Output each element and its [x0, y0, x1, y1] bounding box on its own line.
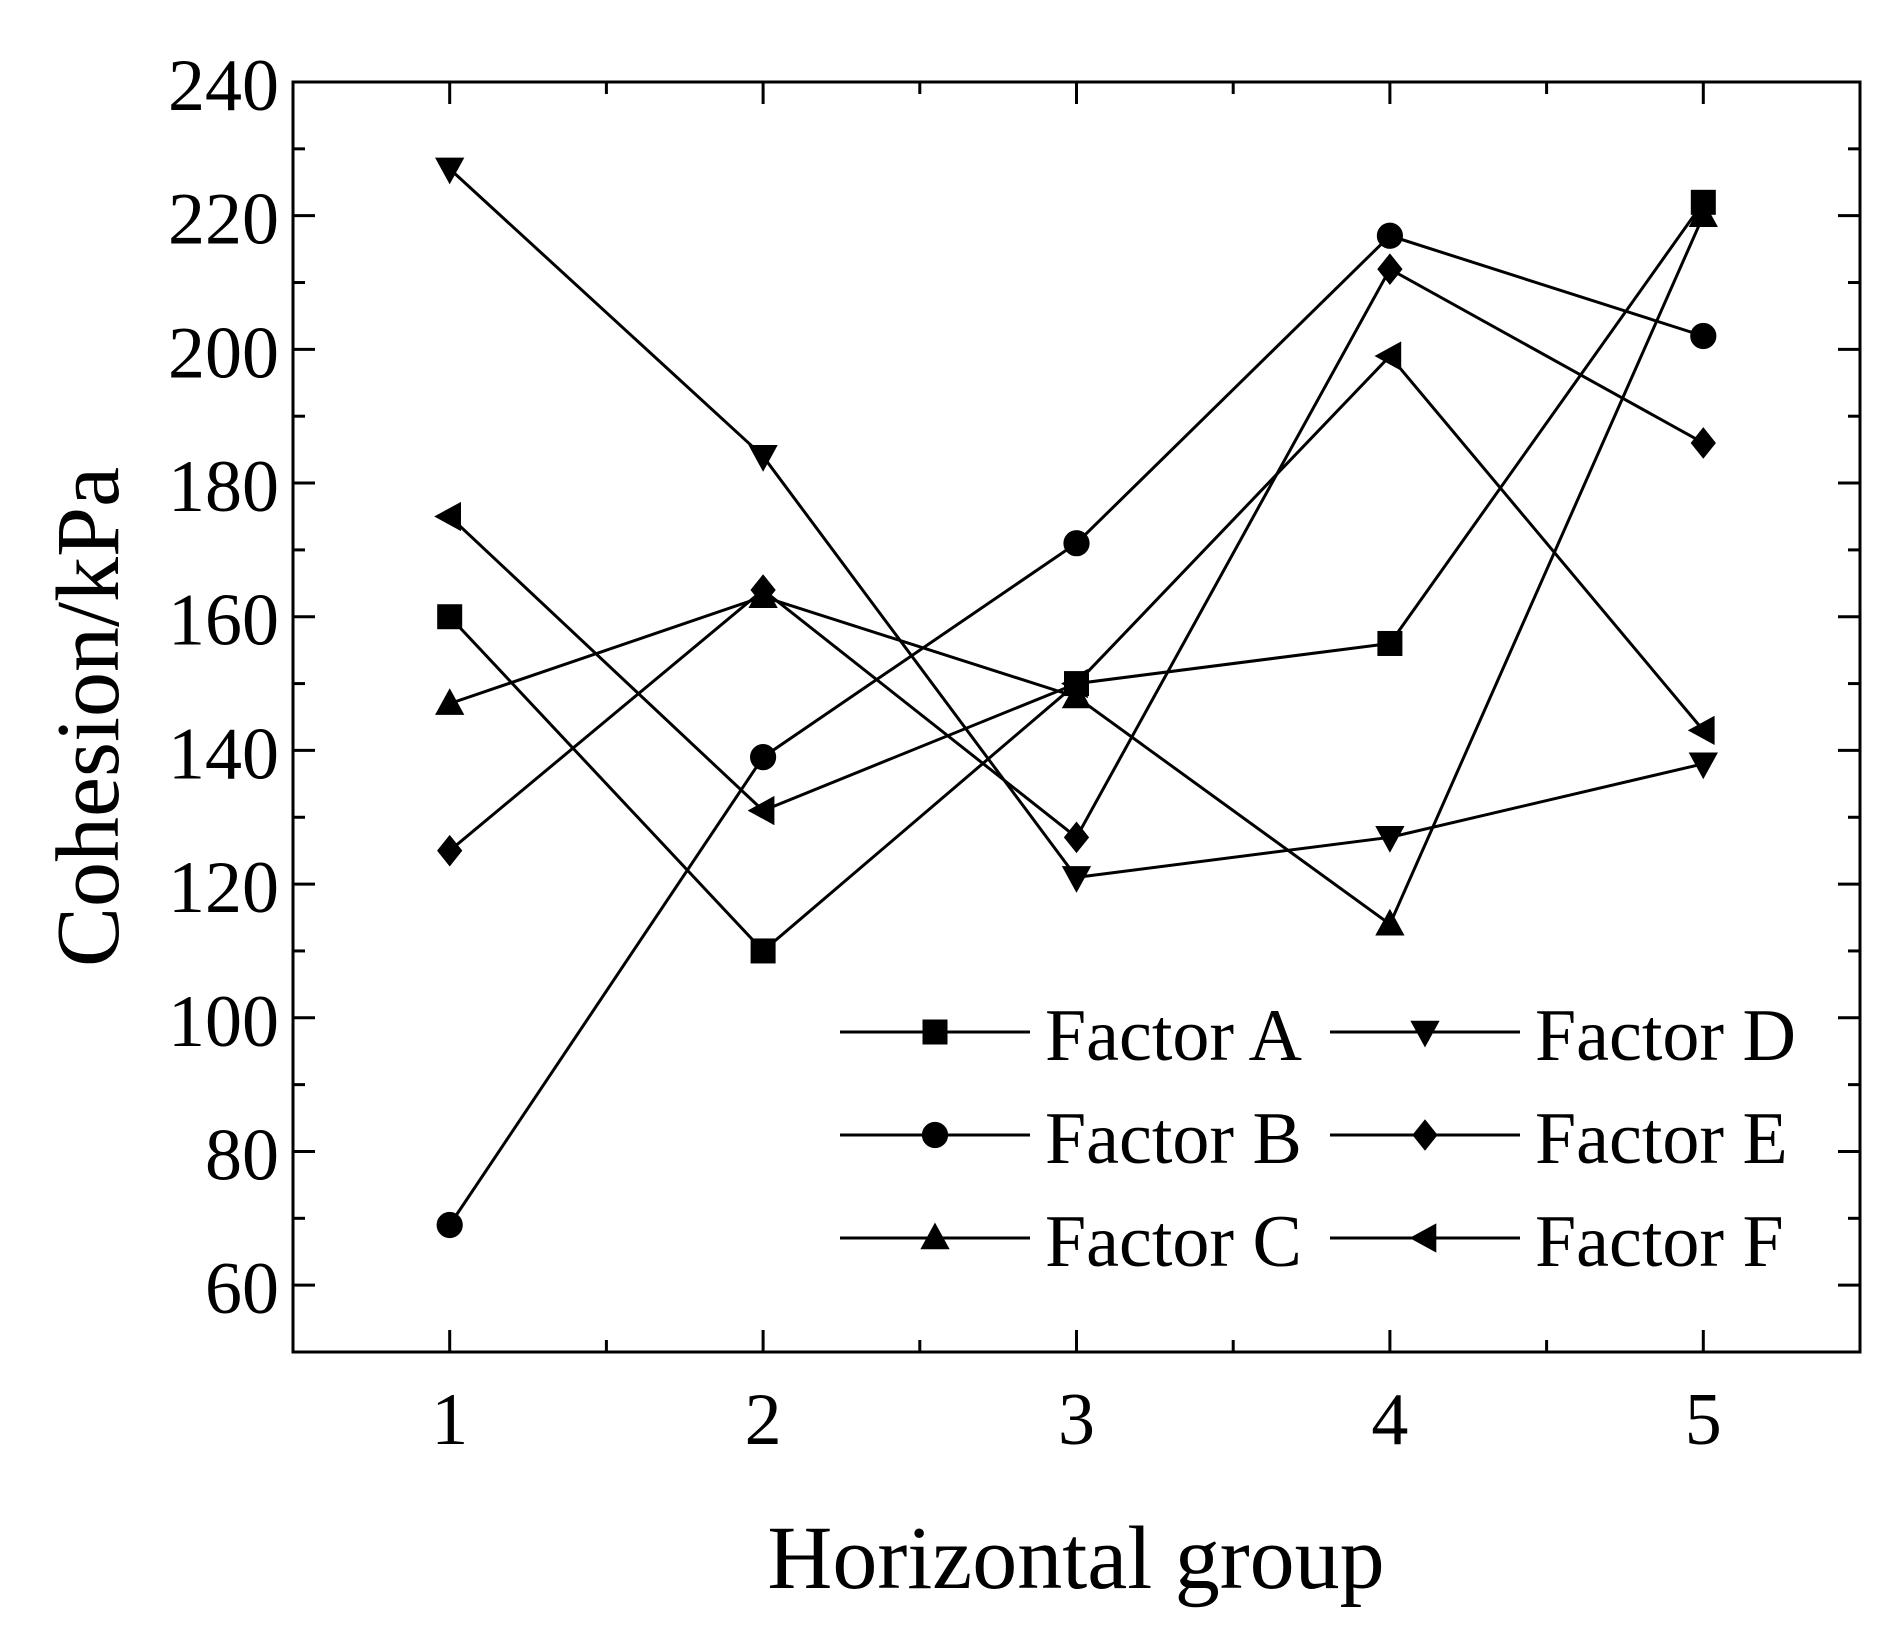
x-axis-label: Horizontal group	[767, 1509, 1384, 1608]
x-tick-label: 3	[1058, 1379, 1095, 1461]
legend-marker-factor-f	[1409, 1223, 1437, 1253]
y-tick-label: 120	[168, 847, 279, 929]
data-point-factor-c	[1375, 908, 1405, 936]
data-point-factor-b	[1063, 530, 1090, 557]
series-factor-c	[435, 200, 1718, 936]
data-point-factor-f	[1061, 668, 1088, 699]
y-tick-label: 60	[205, 1248, 279, 1330]
legend-item-factor-a: Factor A	[840, 995, 1302, 1077]
legend-label: Factor D	[1535, 995, 1796, 1077]
data-point-factor-a	[437, 604, 463, 630]
y-tick-label: 80	[205, 1114, 279, 1196]
series-line-factor-f	[448, 353, 1705, 813]
data-point-factor-d	[1688, 752, 1718, 780]
data-point-factor-e	[1377, 253, 1403, 285]
data-point-factor-c	[1688, 200, 1718, 227]
y-tick-label: 160	[168, 580, 279, 662]
legend-item-factor-f: Factor F	[1330, 1201, 1784, 1283]
data-point-factor-a	[750, 938, 776, 964]
series-factor-f	[434, 341, 1715, 826]
series-factor-e	[437, 253, 1716, 867]
y-tick-label: 220	[168, 179, 279, 261]
series-factor-d	[435, 157, 1718, 893]
legend-marker-factor-e	[1412, 1119, 1438, 1151]
legend-label: Factor A	[1045, 995, 1302, 1077]
x-tick-label: 2	[745, 1379, 782, 1461]
data-point-factor-d	[1375, 826, 1405, 853]
data-point-factor-e	[1063, 821, 1090, 854]
legend-item-factor-e: Factor E	[1330, 1098, 1788, 1180]
data-point-factor-e	[1690, 427, 1716, 459]
data-point-factor-b	[1376, 222, 1404, 249]
y-tick-label: 100	[168, 981, 279, 1063]
series-factor-b	[436, 222, 1717, 1239]
axis-ticks	[293, 80, 1860, 1352]
y-axis-label: Cohesion/kPa	[39, 467, 138, 967]
series-layer	[434, 157, 1718, 1239]
data-point-factor-d	[435, 157, 465, 185]
data-point-factor-b	[750, 744, 777, 771]
data-point-factor-f	[1687, 715, 1715, 746]
legend: Factor A Factor B Factor C Factor D Factor E…	[840, 995, 1796, 1283]
x-tick-label: 1	[431, 1379, 468, 1461]
x-tick-label: 5	[1685, 1379, 1722, 1461]
y-tick-label: 200	[168, 312, 279, 394]
data-point-factor-f	[747, 795, 775, 826]
data-point-factor-c	[435, 688, 465, 715]
legend-marker-factor-b	[921, 1121, 949, 1149]
data-point-factor-f	[434, 501, 461, 532]
data-point-factor-d	[748, 445, 778, 472]
legend-item-factor-b: Factor B	[840, 1098, 1302, 1180]
legend-label: Factor B	[1045, 1098, 1302, 1180]
legend-marker-factor-a	[922, 1019, 948, 1045]
data-point-factor-b	[1690, 322, 1717, 350]
legend-marker-factor-d	[1410, 1020, 1440, 1048]
data-point-factor-a	[1377, 630, 1403, 656]
legend-label: Factor F	[1535, 1201, 1784, 1283]
legend-item-factor-d: Factor D	[1330, 995, 1796, 1077]
data-point-factor-e	[750, 574, 776, 606]
legend-label: Factor E	[1535, 1098, 1788, 1180]
series-line-factor-e	[448, 267, 1705, 852]
data-point-factor-f	[1374, 341, 1402, 371]
data-point-factor-b	[436, 1211, 463, 1239]
x-tick-label: 4	[1371, 1379, 1408, 1461]
data-point-factor-e	[437, 834, 463, 867]
legend-item-factor-c: Factor C	[840, 1201, 1302, 1283]
y-tick-label: 240	[168, 45, 279, 127]
axis-tick-labels: 60 80 100 120 140 160 180 200 220 240 1 2 3 4 5	[168, 45, 1722, 1461]
y-tick-label: 180	[168, 446, 279, 528]
data-point-factor-d	[1061, 866, 1092, 893]
y-tick-label: 140	[168, 713, 279, 795]
legend-marker-factor-c	[920, 1222, 950, 1250]
legend-label: Factor C	[1045, 1201, 1302, 1283]
